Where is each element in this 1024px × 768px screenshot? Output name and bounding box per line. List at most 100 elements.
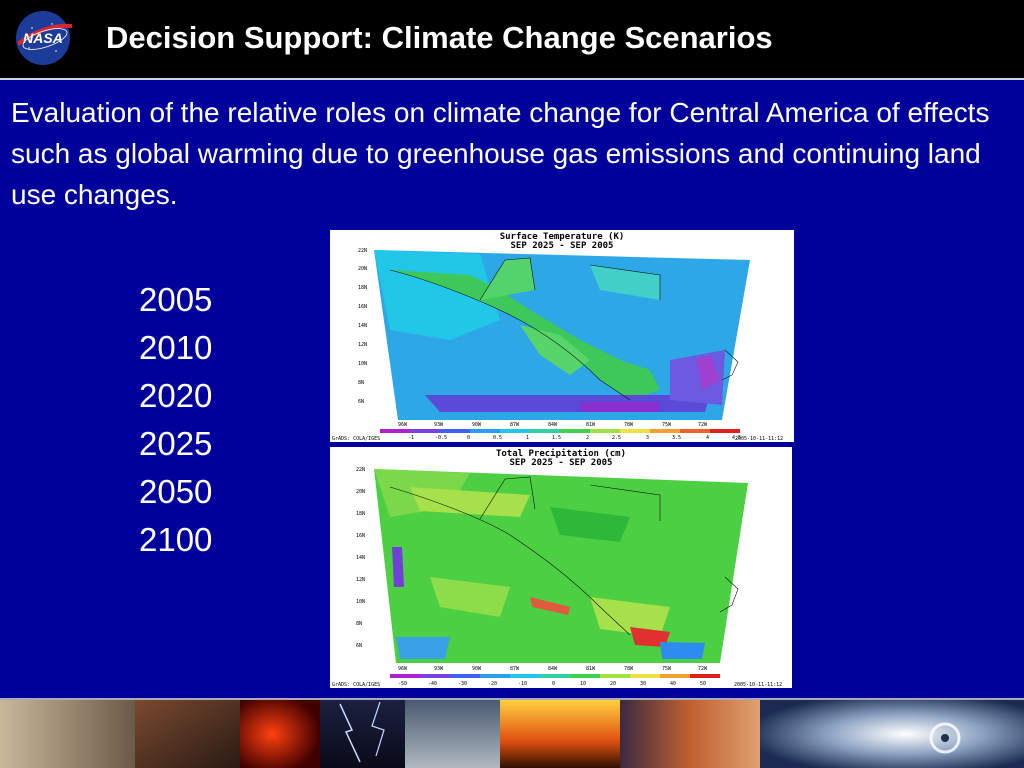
map-plot-area [374,469,748,663]
colorbar-label: 50 [700,681,706,687]
colorbar-label: 4.5 [732,435,741,441]
map-timestamp: 2005-10-11-11:12 [735,436,783,442]
colorbar-label: 20 [610,681,616,687]
lat-label: 20N [358,266,367,272]
lat-label: 22N [358,248,367,254]
colorbar: -1 -0.5 0 0.5 1 1.5 2 2.5 3 3.5 4 4.5 [380,429,741,441]
year-item: 2025 [139,425,213,462]
lat-label: 16N [358,304,367,310]
colorbar-label: 3.5 [672,435,681,441]
colorbar-label: 0 [467,435,470,441]
colorbar-label: 2.5 [612,435,621,441]
classroom-photo [0,700,135,768]
colorbar-label: 3 [646,435,649,441]
lon-label: 81W [586,422,596,428]
colorbar-label: -40 [428,681,437,687]
lon-label: 93W [434,422,444,428]
lon-label: 84W [548,422,558,428]
year-item: 2100 [139,521,213,558]
lon-label: 78W [624,422,634,428]
lat-label: 14N [358,323,367,329]
header-divider [0,78,1024,80]
clouds-photo [405,700,500,768]
lat-label: 6N [356,643,362,649]
map-title: Surface Temperature (K) [500,232,625,242]
slide-header: NASA Decision Support: Climate Change Sc… [0,0,1024,78]
lon-label: 90W [472,422,482,428]
colorbar-label: 40 [670,681,676,687]
colorbar-label: 2 [586,435,589,441]
lat-label: 12N [358,342,367,348]
lat-label: 12N [356,577,365,583]
lon-label: 90W [472,666,482,672]
year-item: 2050 [139,473,213,510]
map-subtitle: SEP 2025 - SEP 2005 [510,458,613,468]
colorbar-label: -20 [488,681,497,687]
lat-label: 22N [356,467,365,473]
total-precipitation-map: Total Precipitation (cm) SEP 2025 - SEP … [330,447,792,688]
lon-label: 72W [698,666,708,672]
slide-description: Evaluation of the relative roles on clim… [11,97,990,210]
colorbar-label: 4 [706,435,709,441]
map-title: Total Precipitation (cm) [496,448,626,459]
wildfire-photo [240,700,320,768]
map-source: GrADS: COLA/IGES [332,682,380,688]
map-source: GrADS: COLA/IGES [332,436,380,442]
map-plot-area [374,250,750,420]
colorbar-label: 10 [580,681,586,687]
lon-label: 81W [586,666,596,672]
surface-temperature-map: Surface Temperature (K) SEP 2025 - SEP 2… [330,230,794,442]
lon-label: 93W [434,666,444,672]
lon-label: 78W [624,666,634,672]
hurricane-satellite-photo [760,700,1024,768]
nasa-logo: NASA [12,6,76,68]
lon-label: 87W [510,666,520,672]
slide-body: Evaluation of the relative roles on clim… [0,80,1024,698]
latitude-labels: 22N 20N 18N 16N 14N 12N 10N 8N 6N [358,248,367,405]
colorbar-label: 0.5 [493,435,502,441]
colorbar: -50 -40 -30 -20 -10 0 10 20 30 40 50 [390,674,720,687]
slide-title: Decision Support: Climate Change Scenari… [106,20,773,55]
longitude-labels: 96W 93W 90W 87W 84W 81W 78W 75W 72W [398,422,708,428]
latitude-labels: 22N 20N 18N 16N 14N 12N 10N 8N 6N [356,467,365,649]
lat-label: 16N [356,533,365,539]
lat-label: 18N [358,285,367,291]
lat-label: 18N [356,511,365,517]
lon-label: 84W [548,666,558,672]
canyon-photo [620,700,760,768]
colorbar-label: 1.5 [552,435,561,441]
map-timestamp: 2005-10-11-11:12 [734,682,782,688]
lon-label: 96W [398,666,408,672]
colorbar-label: 30 [640,681,646,687]
lon-label: 87W [510,422,520,428]
lat-label: 8N [356,621,362,627]
lat-label: 10N [358,361,367,367]
students-photo [135,700,240,768]
colorbar-label: 1 [526,435,529,441]
colorbar-label: -1 [408,435,414,441]
year-item: 2010 [139,329,213,366]
footer-image-strip [0,698,1024,768]
longitude-labels: 96W 93W 90W 87W 84W 81W 78W 75W 72W [398,666,708,672]
lat-label: 14N [356,555,365,561]
lat-label: 10N [356,599,365,605]
lon-label: 96W [398,422,408,428]
logo-text: NASA [23,30,63,46]
colorbar-label: -30 [458,681,467,687]
year-item: 2005 [139,281,213,318]
lat-label: 6N [358,399,364,405]
lat-label: 8N [358,380,364,386]
colorbar-label: -10 [518,681,527,687]
lon-label: 75W [662,422,672,428]
lon-label: 75W [662,666,672,672]
scenario-years-list: 2005 2010 2020 2025 2050 2100 [139,276,212,564]
lat-label: 20N [356,489,365,495]
lightning-photo [320,700,405,768]
forest-fire-photo [500,700,620,768]
year-item: 2020 [139,377,213,414]
colorbar-label: -0.5 [435,435,447,441]
colorbar-label: -50 [398,681,407,687]
colorbar-label: 0 [552,681,555,687]
map-subtitle: SEP 2025 - SEP 2005 [511,241,614,251]
lon-label: 72W [698,422,708,428]
